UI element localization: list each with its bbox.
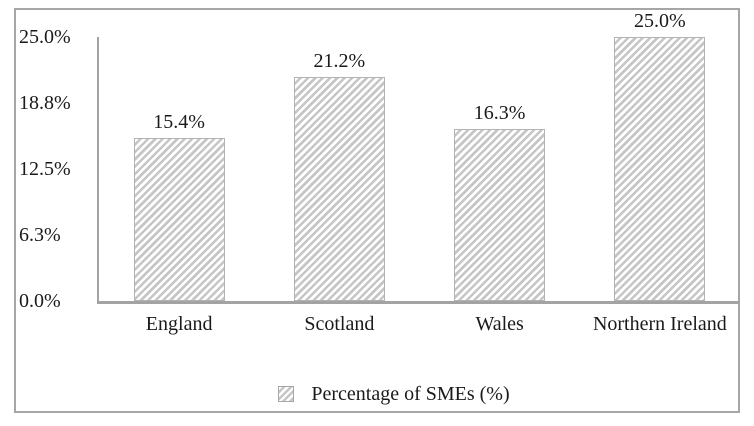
bar-value-label: 25.0% (634, 10, 686, 32)
bar-value-label: 21.2% (313, 50, 366, 73)
x-axis-category-label: Northern Ireland (592, 313, 727, 335)
bar-value-label: 15.4% (153, 111, 205, 134)
bar-england (133, 138, 225, 301)
y-axis-tick-label: 18.8% (19, 92, 71, 114)
bar-value-label: 16.3% (473, 101, 526, 124)
legend-hatch-swatch-icon (278, 386, 295, 402)
bar-group: 16.3% Wales (420, 37, 580, 335)
y-axis-tick-label: 12.5% (19, 158, 71, 180)
y-axis-tick-label: 25.0% (19, 26, 71, 48)
bar-scotland (293, 77, 385, 301)
plot-area: 15.4% England 21.2% Scotland 16.3% Wales 25.0%… (97, 10, 740, 335)
chart-figure: 15.4% England 21.2% Scotland 16.3% Wales 25.0%… (14, 8, 740, 413)
bar-northern-ireland (614, 37, 706, 301)
x-axis-category-label: England (145, 313, 213, 335)
legend-label: Percentage of SMEs (%) (311, 383, 510, 405)
legend: Percentage of SMEs (%) (16, 382, 738, 406)
bar-wales (454, 128, 546, 301)
bar-group: 15.4% England (99, 37, 259, 335)
y-axis-tick-label: 6.3% (19, 224, 61, 246)
y-axis-tick-label: 0.0% (19, 290, 61, 312)
bar-group: 25.0% Northern Ireland (580, 10, 740, 335)
x-axis-category-label: Wales (475, 313, 524, 335)
bar-group: 21.2% Scotland (259, 37, 419, 335)
x-axis-category-label: Scotland (304, 313, 375, 335)
